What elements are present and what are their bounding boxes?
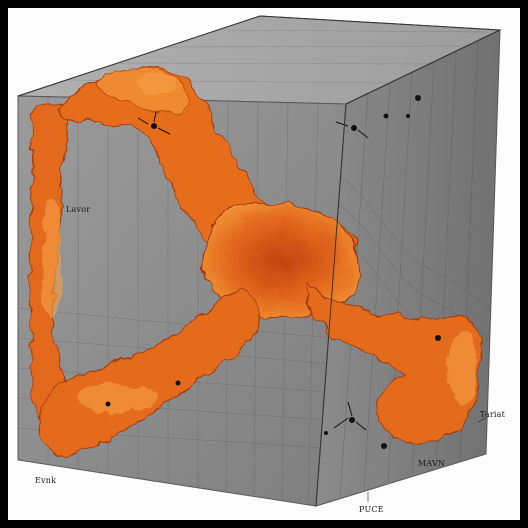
image-frame: Lavor Evnk Tariat MAVN PUCE: [8, 8, 520, 520]
figure-label-1: Lavor: [66, 205, 91, 214]
cube-edges: [17, 15, 501, 507]
figure-label-3: Tariat: [480, 410, 506, 419]
crack-marks: [105, 95, 441, 449]
cube-illustration: [8, 8, 520, 520]
vein-highlights: [42, 74, 477, 412]
figure-label-2: Evnk: [35, 476, 57, 485]
figure-label-5: PUCE: [359, 505, 384, 514]
figure-label-4: MAVN: [418, 459, 446, 468]
leader-lines: [367, 417, 487, 502]
